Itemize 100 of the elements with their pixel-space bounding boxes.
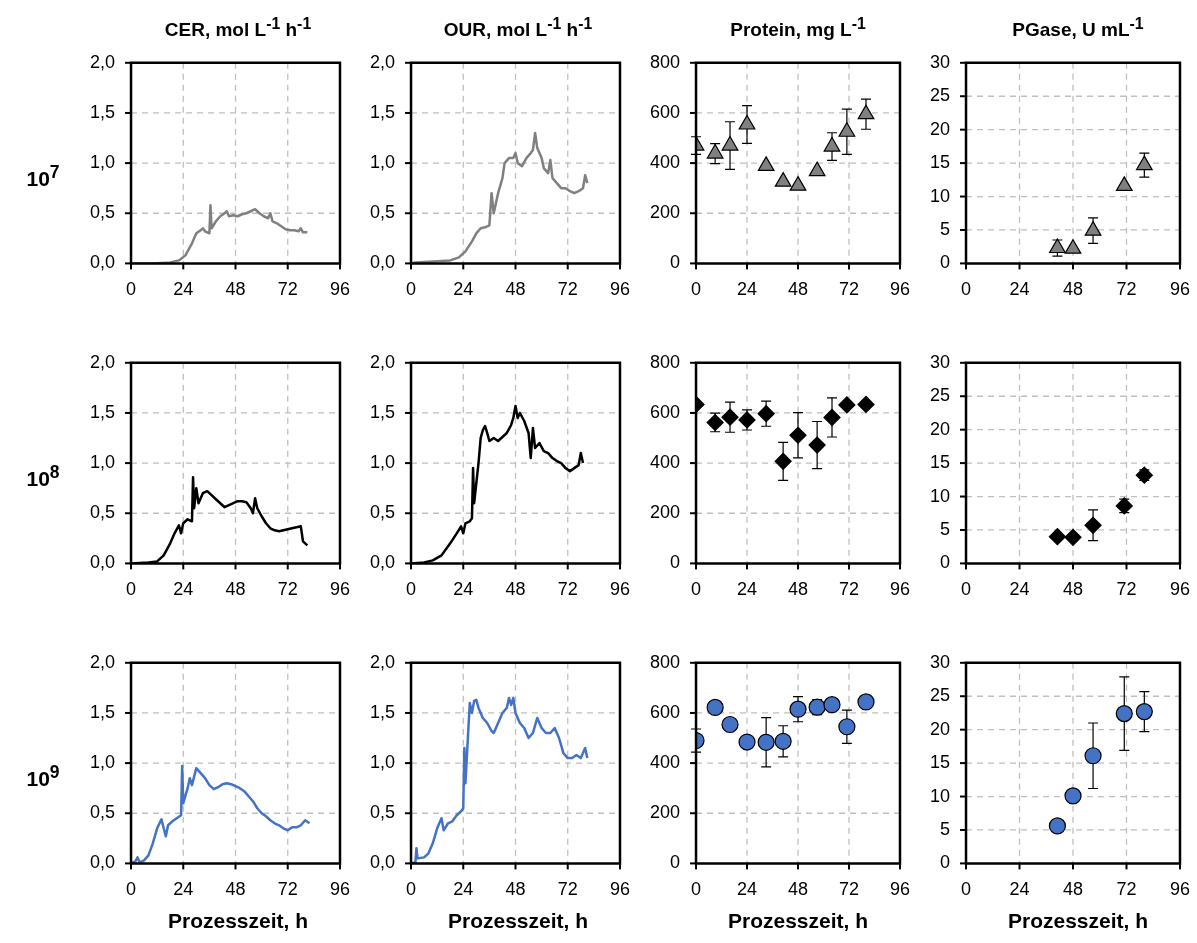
y-tick-label: 10 xyxy=(929,485,951,506)
y-tick-label: 1,5 xyxy=(89,701,116,722)
y-tick-label: 0,0 xyxy=(369,552,396,573)
x-tick-label: 72 xyxy=(1116,279,1137,300)
x-tick-label: 24 xyxy=(737,279,758,300)
y-tick-label: 2,0 xyxy=(369,51,396,72)
y-tick-label: 600 xyxy=(649,701,681,722)
y-tick-label: 200 xyxy=(649,202,681,223)
x-tick-label: 96 xyxy=(329,579,350,600)
x-tick-label: 72 xyxy=(277,879,298,900)
y-tick-label: 0 xyxy=(670,252,681,273)
y-tick-label: 0,0 xyxy=(89,852,116,873)
y-tick-label: 10 xyxy=(929,785,951,806)
point xyxy=(1084,221,1102,236)
x-tick-label: 0 xyxy=(961,879,972,900)
y-tick-label: 1,0 xyxy=(369,752,396,773)
x-tick-label: 48 xyxy=(225,279,246,300)
y-tick-label: 20 xyxy=(929,718,951,739)
y-tick-label: 5 xyxy=(940,518,951,539)
point xyxy=(774,452,792,470)
y-tick-label: 2,0 xyxy=(89,351,116,372)
point xyxy=(789,426,807,444)
y-tick-label: 0,5 xyxy=(89,202,116,223)
y-tick-label: 2,0 xyxy=(89,51,116,72)
x-tick-label: 48 xyxy=(505,279,526,300)
point xyxy=(1135,703,1153,721)
x-tick-label: 48 xyxy=(225,879,246,900)
x-tick-label: 96 xyxy=(1169,279,1190,300)
point xyxy=(1064,239,1082,254)
point xyxy=(1084,516,1102,534)
y-tick-label: 0,5 xyxy=(369,802,396,823)
chart-title: Protein, mg L$^{-1}$ xyxy=(730,14,866,42)
x-tick-label: 24 xyxy=(453,579,474,600)
y-tick-label: 0,5 xyxy=(369,502,396,523)
point xyxy=(774,732,792,750)
x-tick-label: 24 xyxy=(1009,879,1030,900)
point xyxy=(1115,176,1133,191)
point xyxy=(857,395,875,414)
y-tick-label: 0 xyxy=(670,552,681,573)
x-tick-label: 48 xyxy=(505,579,526,600)
x-tick-label: 24 xyxy=(1009,579,1030,600)
x-tick-label: 96 xyxy=(329,879,350,900)
y-tick-label: 15 xyxy=(929,752,951,773)
y-tick-label: 1,0 xyxy=(89,152,116,173)
x-tick-label: 96 xyxy=(609,279,630,300)
chart-title: OUR, mol L$^{-1}$ h$^{-1}$ xyxy=(443,14,593,42)
point xyxy=(789,700,807,718)
y-tick-label: 400 xyxy=(649,152,681,173)
x-tick-label: 24 xyxy=(737,879,758,900)
point xyxy=(1064,787,1082,805)
y-tick-label: 25 xyxy=(929,685,951,706)
y-tick-label: 800 xyxy=(649,351,681,372)
x-tick-label: 24 xyxy=(453,879,474,900)
x-tick-label: 96 xyxy=(889,879,910,900)
y-tick-label: 400 xyxy=(649,452,681,473)
y-tick-label: 0 xyxy=(670,852,681,873)
x-tick-label: 72 xyxy=(1116,879,1137,900)
y-tick-label: 2,0 xyxy=(369,651,396,672)
x-tick-label: 72 xyxy=(1116,579,1137,600)
y-tick-label: 15 xyxy=(929,152,951,173)
x-tick-label: 24 xyxy=(1009,279,1030,300)
y-tick-label: 2,0 xyxy=(369,351,396,372)
y-tick-label: 0 xyxy=(940,552,951,573)
y-tick-label: 25 xyxy=(929,385,951,406)
point xyxy=(1064,528,1082,546)
x-tick-label: 48 xyxy=(505,879,526,900)
x-tick-label: 0 xyxy=(406,879,417,900)
point xyxy=(838,396,856,414)
y-tick-label: 1,5 xyxy=(369,101,396,122)
point xyxy=(823,696,841,714)
y-tick-label: 25 xyxy=(929,85,951,106)
point xyxy=(1084,747,1102,765)
x-tick-label: 48 xyxy=(1062,879,1084,900)
x-tick-label: 0 xyxy=(406,579,417,600)
x-tick-label: 72 xyxy=(557,879,578,900)
x-axis-title: Prozesszeit, h xyxy=(167,909,309,933)
point xyxy=(757,733,775,751)
y-tick-label: 2,0 xyxy=(89,651,116,672)
x-tick-label: 48 xyxy=(788,279,809,300)
x-tick-label: 0 xyxy=(691,279,702,300)
x-tick-label: 24 xyxy=(737,579,758,600)
y-tick-label: 0,0 xyxy=(89,252,116,273)
point xyxy=(721,408,739,426)
y-tick-label: 1,0 xyxy=(369,452,396,473)
y-tick-label: 1,0 xyxy=(89,452,116,473)
chart-title: CER, mol L$^{-1}$ h$^{-1}$ xyxy=(164,14,312,42)
x-tick-label: 24 xyxy=(173,879,194,900)
y-tick-label: 0,5 xyxy=(89,502,116,523)
x-tick-label: 72 xyxy=(838,279,860,300)
x-tick-label: 96 xyxy=(1169,579,1190,600)
y-tick-label: 1,5 xyxy=(369,701,396,722)
x-tick-label: 48 xyxy=(225,579,246,600)
y-tick-label: 1,0 xyxy=(369,152,396,173)
x-tick-label: 0 xyxy=(691,579,702,600)
y-tick-label: 0 xyxy=(940,852,951,873)
y-tick-label: 0,5 xyxy=(89,802,116,823)
point xyxy=(823,136,841,152)
x-axis-title: Prozesszeit, h xyxy=(727,909,869,933)
y-tick-label: 1,0 xyxy=(89,752,116,773)
x-tick-label: 24 xyxy=(173,579,194,600)
